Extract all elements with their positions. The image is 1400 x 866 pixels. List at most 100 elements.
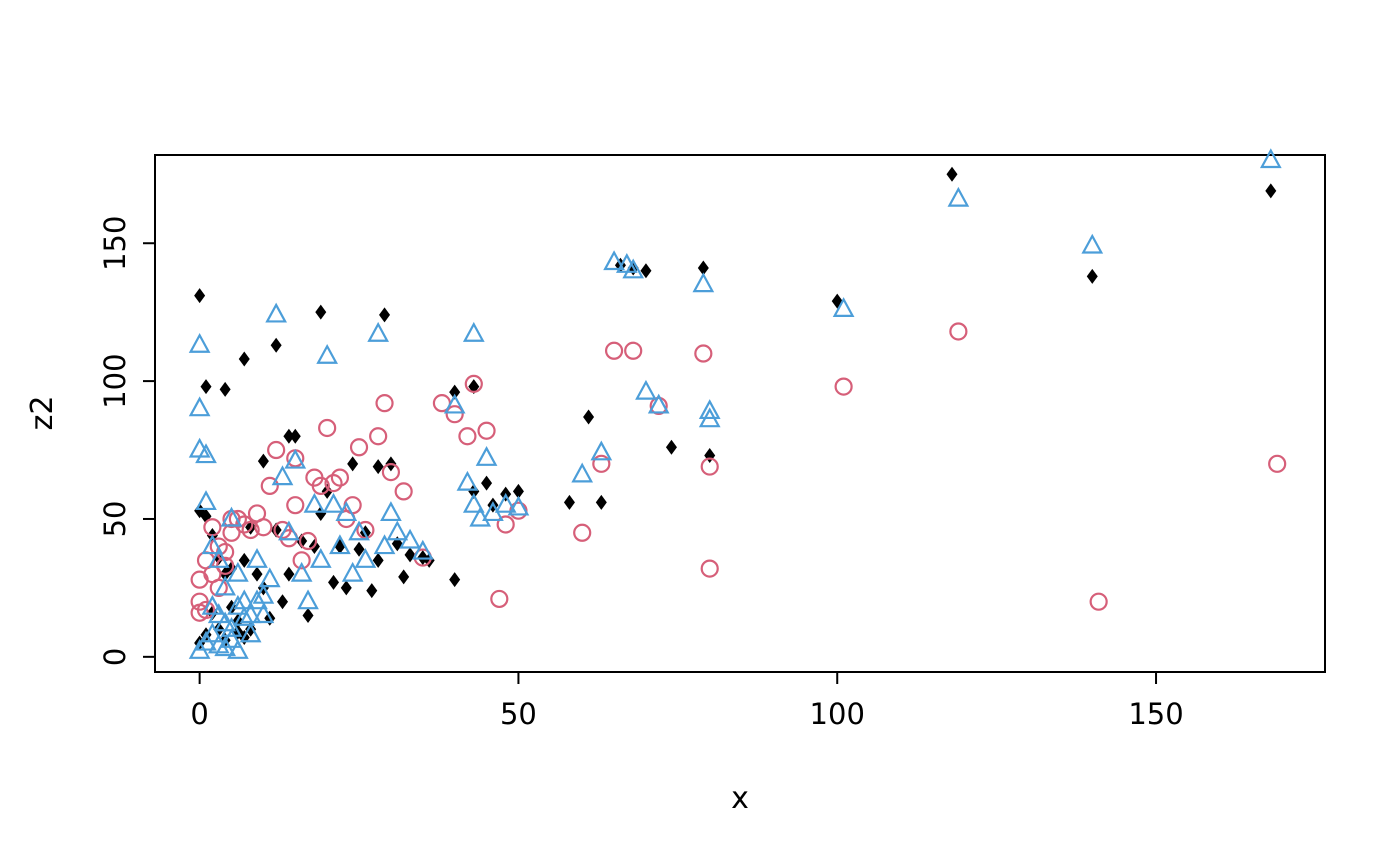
data-point-circle <box>694 344 713 363</box>
data-point-circle <box>949 322 968 341</box>
data-point-circle <box>1089 592 1108 611</box>
data-point-triangle <box>329 534 351 555</box>
data-point-circle <box>834 377 853 396</box>
data-point-diamond <box>697 260 709 276</box>
data-point-triangle <box>201 534 224 555</box>
data-point-circle <box>458 427 477 446</box>
data-point-triangle <box>201 622 224 643</box>
data-point-triangle <box>309 548 332 568</box>
data-point-triangle <box>341 561 364 582</box>
data-point-triangle <box>195 490 217 511</box>
data-point-diamond <box>257 453 269 469</box>
data-point-triangle <box>947 186 970 207</box>
data-point-triangle <box>227 639 249 659</box>
data-point-circle <box>700 559 719 578</box>
data-point-circle <box>260 476 279 495</box>
data-point-triangle <box>367 321 390 342</box>
x-axis-title: x <box>731 781 749 816</box>
data-point-diamond <box>398 569 410 585</box>
data-point-triangle <box>698 407 721 428</box>
data-point-triangle <box>380 501 402 522</box>
data-point-diamond <box>640 263 652 279</box>
data-point-diamond <box>404 547 416 563</box>
data-point-triangle <box>265 302 287 323</box>
data-point-triangle <box>239 622 262 643</box>
data-point-circle <box>375 394 394 413</box>
data-point-triangle <box>188 437 211 458</box>
data-point-diamond <box>289 428 301 444</box>
data-point-circle <box>490 589 509 609</box>
data-point-diamond <box>194 288 206 304</box>
data-point-triangle <box>201 594 224 615</box>
data-point-triangle <box>246 548 268 568</box>
data-point-circle <box>477 421 496 440</box>
data-point-triangle <box>290 561 313 582</box>
y-tick-label: 150 <box>98 216 132 271</box>
data-point-circle <box>356 520 375 540</box>
series-black-diamonds <box>194 166 1277 651</box>
data-point-triangle <box>188 396 211 417</box>
data-point-diamond <box>665 439 677 455</box>
data-point-circle <box>604 341 624 360</box>
data-point-triangle <box>635 379 657 400</box>
data-point-triangle <box>462 492 485 513</box>
data-point-diamond <box>270 337 282 353</box>
data-point-diamond <box>1086 268 1098 284</box>
data-point-diamond <box>219 381 231 397</box>
data-point-triangle <box>322 492 345 513</box>
series-blue-triangles <box>188 148 1282 659</box>
data-point-circle <box>267 440 286 460</box>
data-point-circle <box>209 537 228 556</box>
data-point-triangle <box>252 583 275 604</box>
data-point-diamond <box>347 456 359 472</box>
y-tick-label: 50 <box>98 501 132 538</box>
data-point-triangle <box>214 575 236 596</box>
data-point-triangle <box>297 589 319 610</box>
series-pink-circles <box>190 322 1287 622</box>
data-point-diamond <box>372 552 384 568</box>
x-tick-label: 50 <box>500 697 537 731</box>
y-axis-title: z2 <box>25 396 60 431</box>
data-point-diamond <box>251 566 263 582</box>
data-point-triangle <box>207 548 230 568</box>
data-point-triangle <box>271 465 294 486</box>
data-point-circle <box>209 578 228 598</box>
data-point-triangle <box>399 528 421 549</box>
data-point-diamond <box>283 428 295 444</box>
data-point-diamond <box>302 607 314 623</box>
data-point-diamond <box>296 533 308 549</box>
data-point-circle <box>349 438 369 457</box>
data-point-triangle <box>284 448 307 469</box>
y-axis: 0 50 100 150 <box>98 216 155 666</box>
data-point-triangle <box>507 495 530 516</box>
data-point-circle <box>241 520 260 540</box>
data-point-circle <box>292 551 311 570</box>
data-point-diamond <box>328 574 340 590</box>
data-point-triangle <box>603 250 625 271</box>
data-point-triangle <box>220 506 243 527</box>
data-point-circle <box>254 518 273 537</box>
data-point-triangle <box>246 589 268 610</box>
data-point-triangle <box>494 492 517 513</box>
data-point-triangle <box>239 603 262 624</box>
data-point-circle <box>394 482 413 501</box>
x-tick-label: 150 <box>1128 697 1183 731</box>
data-point-diamond <box>563 494 575 510</box>
data-point-triangle <box>411 539 434 560</box>
data-point-triangle <box>335 501 358 522</box>
data-point-circle <box>324 474 343 493</box>
data-point-diamond <box>353 541 365 557</box>
data-point-diamond <box>449 572 461 588</box>
data-point-diamond <box>512 483 524 499</box>
data-point-triangle <box>233 605 256 626</box>
data-point-triangle <box>590 440 613 461</box>
data-point-triangle <box>220 627 243 648</box>
data-point-triangle <box>475 446 498 466</box>
x-tick-label: 100 <box>810 697 865 731</box>
data-point-diamond <box>270 522 282 538</box>
data-point-triangle <box>571 462 594 483</box>
data-point-diamond <box>283 566 295 582</box>
data-point-triangle <box>252 603 275 624</box>
data-point-triangle <box>348 520 370 541</box>
data-point-diamond <box>595 494 607 510</box>
